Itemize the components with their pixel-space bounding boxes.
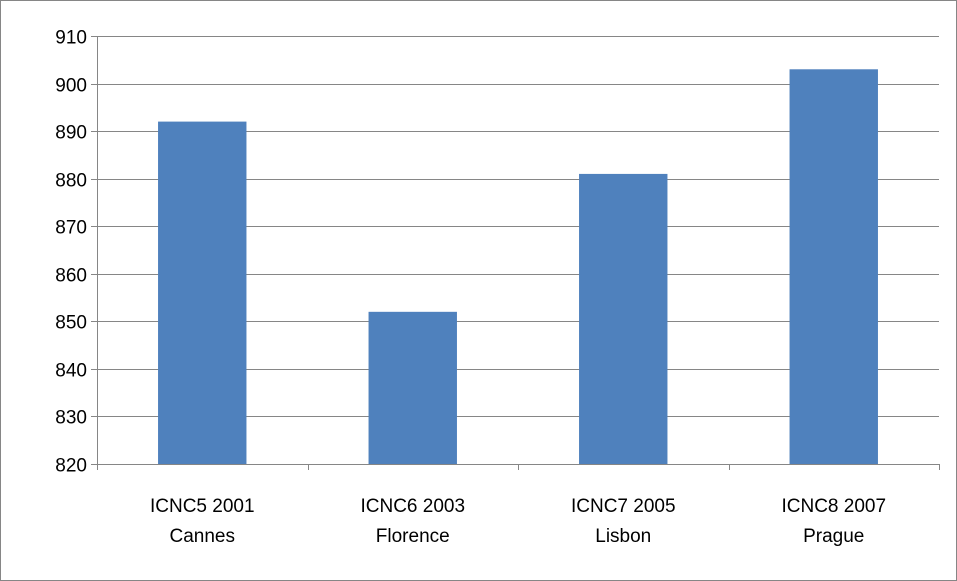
y-tick-label: 830 [55,408,87,429]
bar [158,121,247,464]
bar [789,69,878,465]
x-tick-label: ICNC7 2005 Lisbon [571,496,676,547]
bar [579,173,668,464]
y-tick-label: 880 [55,171,87,192]
x-tick-label: ICNC8 2007 Prague [781,496,886,547]
x-tick-label: ICNC6 2003 Florence [360,496,465,547]
axes [91,36,940,470]
x-tick-label-line: Florence [376,526,450,547]
x-tick-label-line: Lisbon [595,526,651,547]
x-tick-labels: ICNC5 2001 Cannes ICNC6 2003 Florence ICNC7 … [150,496,886,547]
x-tick-label-line: Prague [803,526,864,547]
y-tick-label: 910 [55,28,87,49]
y-tick-label: 870 [55,218,87,239]
x-tick-label-line: ICNC7 2005 [571,496,676,517]
y-tick-label: 890 [55,123,87,144]
bars [158,69,878,465]
x-tick-label-line: ICNC5 2001 [150,496,255,517]
y-tick-label: 900 [55,76,87,97]
x-tick-label-line: Cannes [170,526,236,547]
y-tick-labels: 820 830 840 850 860 870 880 890 900 910 [55,28,87,477]
bar [368,311,457,464]
x-tick-label: ICNC5 2001 Cannes [150,496,255,547]
y-tick-label: 850 [55,313,87,334]
y-tick-label: 860 [55,266,87,287]
x-tick-label-line: ICNC6 2003 [360,496,465,517]
y-tick-label: 820 [55,456,87,477]
y-tick-label: 840 [55,361,87,382]
x-tick-label-line: ICNC8 2007 [781,496,886,517]
